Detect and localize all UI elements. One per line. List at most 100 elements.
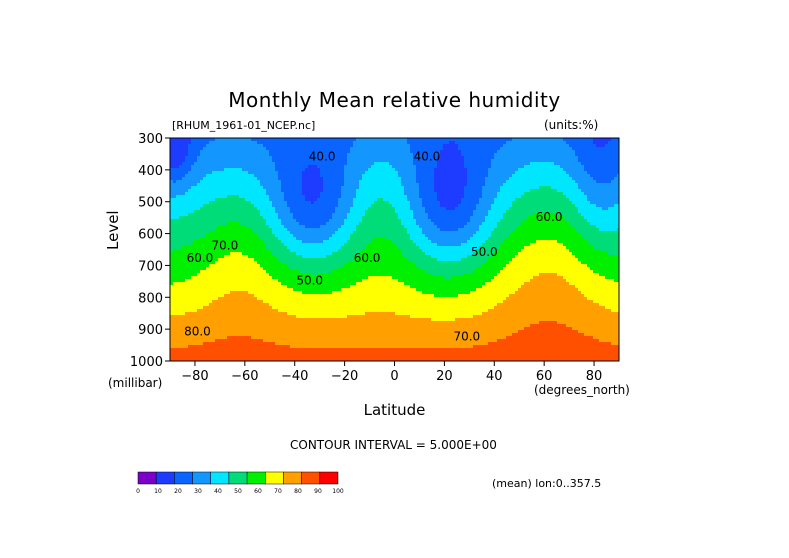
heatmap-cell [479, 162, 483, 166]
heatmap-cell [524, 231, 528, 235]
heatmap-cell [350, 180, 354, 184]
heatmap-cell [470, 180, 474, 184]
heatmap-cell [443, 231, 447, 235]
heatmap-cell [374, 222, 378, 226]
heatmap-cell [218, 162, 222, 166]
heatmap-cell [476, 195, 480, 199]
heatmap-cell [350, 153, 354, 157]
heatmap-cell [419, 234, 423, 238]
heatmap-cell [407, 228, 411, 232]
heatmap-cell [533, 165, 537, 169]
heatmap-cell [428, 201, 432, 205]
heatmap-cell [323, 183, 327, 187]
heatmap-cell [449, 231, 453, 235]
heatmap-cell [617, 234, 619, 238]
heatmap-cell [608, 228, 612, 232]
heatmap-cell [230, 189, 234, 193]
heatmap-cell [365, 147, 369, 151]
heatmap-cell [614, 180, 618, 184]
heatmap-cell [434, 216, 438, 220]
heatmap-cell [467, 231, 471, 235]
heatmap-cell [260, 237, 264, 241]
heatmap-cell [524, 213, 528, 217]
heatmap-cell [413, 204, 417, 208]
heatmap-cell [299, 147, 303, 151]
heatmap-cell [314, 195, 318, 199]
heatmap-cell [359, 138, 363, 142]
heatmap-cell [464, 234, 468, 238]
heatmap-cell [434, 195, 438, 199]
heatmap-cell [500, 177, 504, 181]
heatmap-cell [521, 156, 525, 160]
heatmap-cell [416, 186, 420, 190]
heatmap-cell [512, 201, 516, 205]
heatmap-cell [374, 180, 378, 184]
heatmap-cell [302, 147, 306, 151]
heatmap-cell [557, 183, 561, 187]
heatmap-cell [566, 171, 570, 175]
heatmap-cell [593, 231, 597, 235]
heatmap-cell [359, 216, 363, 220]
heatmap-cell [611, 165, 615, 169]
heatmap-cell [545, 192, 549, 196]
heatmap-cell [200, 222, 204, 226]
heatmap-cell [347, 150, 351, 154]
heatmap-cell [515, 159, 519, 163]
heatmap-cell [464, 165, 468, 169]
heatmap-cell [359, 180, 363, 184]
heatmap-cell [557, 156, 561, 160]
heatmap-cell [581, 210, 585, 214]
heatmap-cell [395, 144, 399, 148]
heatmap-cell [461, 141, 465, 145]
heatmap-cell [194, 183, 198, 187]
heatmap-cell [485, 216, 489, 220]
heatmap-cell [251, 201, 255, 205]
heatmap-cell [557, 222, 561, 226]
heatmap-cell [518, 204, 522, 208]
heatmap-cell [314, 228, 318, 232]
heatmap-cell [605, 189, 609, 193]
heatmap-cell [491, 189, 495, 193]
heatmap-cell [236, 234, 240, 238]
heatmap-cell [404, 141, 408, 145]
heatmap-cell [446, 162, 450, 166]
heatmap-cell [578, 204, 582, 208]
heatmap-cell [425, 144, 429, 148]
heatmap-cell [233, 207, 237, 211]
heatmap-cell [260, 168, 264, 172]
heatmap-cell [359, 183, 363, 187]
heatmap-cell [356, 192, 360, 196]
heatmap-cell [239, 228, 243, 232]
heatmap-cell [221, 180, 225, 184]
heatmap-cell [233, 195, 237, 199]
heatmap-cell [494, 144, 498, 148]
heatmap-cell [491, 219, 495, 223]
heatmap-cell [494, 210, 498, 214]
heatmap-cell [194, 159, 198, 163]
heatmap-cell [374, 192, 378, 196]
heatmap-cell [449, 153, 453, 157]
heatmap-cell [509, 231, 513, 235]
heatmap-cell [179, 168, 183, 172]
heatmap-cell [170, 207, 174, 211]
heatmap-cell [617, 165, 619, 169]
heatmap-cell [509, 159, 513, 163]
heatmap-cell [251, 222, 255, 226]
heatmap-cell [170, 165, 174, 169]
heatmap-cell [170, 156, 174, 160]
heatmap-cell [356, 183, 360, 187]
heatmap-cell [473, 219, 477, 223]
heatmap-cell [530, 150, 534, 154]
heatmap-cell [431, 189, 435, 193]
heatmap-cell [557, 186, 561, 190]
heatmap-cell [521, 144, 525, 148]
heatmap-cell [389, 192, 393, 196]
heatmap-cell [380, 228, 384, 232]
heatmap-cell [572, 144, 576, 148]
heatmap-cell [473, 204, 477, 208]
heatmap-cell [404, 195, 408, 199]
heatmap-cell [410, 144, 414, 148]
heatmap-cell [236, 141, 240, 145]
heatmap-cell [569, 192, 573, 196]
heatmap-cell [254, 156, 258, 160]
